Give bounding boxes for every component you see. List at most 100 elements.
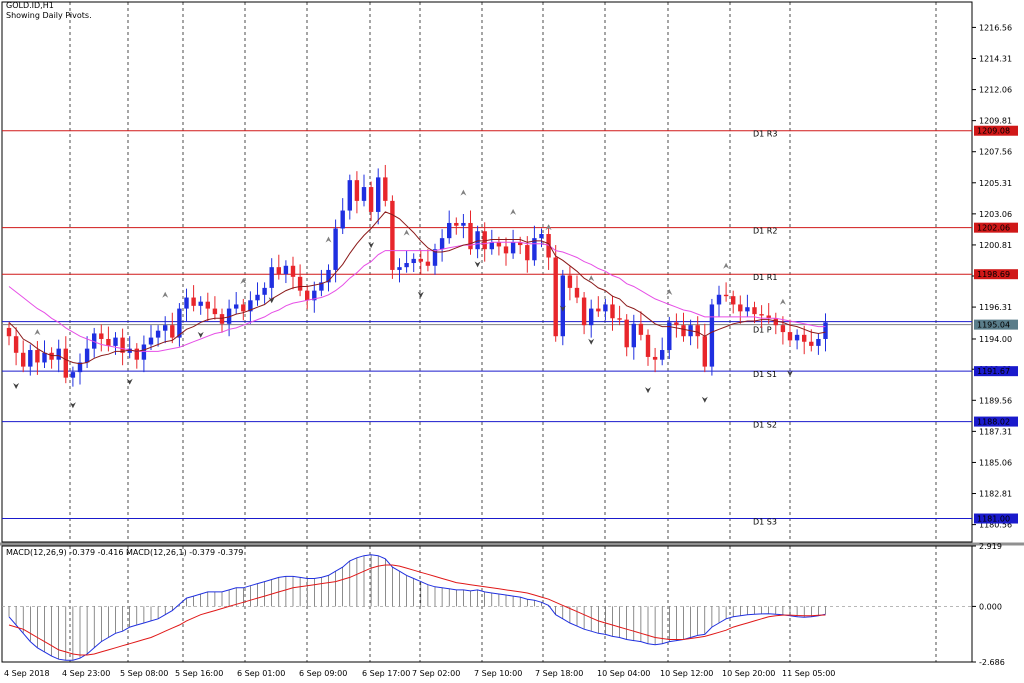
candle-body xyxy=(368,187,374,212)
candle-body xyxy=(617,318,622,320)
price-tick-label: 1189.56 xyxy=(979,396,1012,405)
candle-body xyxy=(532,238,537,261)
pivot-name-label: D1 R3 xyxy=(753,130,777,139)
price-tick-label: 1196.31 xyxy=(979,303,1012,312)
fractal-down-arrow xyxy=(701,396,708,403)
candle-body xyxy=(13,336,19,353)
candle-body xyxy=(482,231,487,250)
candle-body xyxy=(305,290,310,301)
fractal-up-arrow xyxy=(779,298,786,305)
candle-body xyxy=(702,336,707,367)
candle-body xyxy=(681,325,686,337)
candle-body xyxy=(468,222,473,250)
candle-body xyxy=(269,267,274,288)
candle-body xyxy=(766,315,771,319)
fractal-down-arrow xyxy=(13,382,20,389)
candle-body xyxy=(631,323,636,348)
candle-body xyxy=(475,231,480,250)
fractal-up-arrow xyxy=(240,277,247,284)
candle-body xyxy=(624,319,629,348)
candle-body xyxy=(489,242,494,250)
candle-body xyxy=(652,356,658,360)
candle-body xyxy=(638,323,644,335)
candle-body xyxy=(226,308,232,324)
candle-body xyxy=(361,187,367,201)
pivot-name-label: D1 S2 xyxy=(753,421,777,430)
candle-body xyxy=(752,307,757,315)
candle-body xyxy=(603,304,608,312)
fractal-down-arrow xyxy=(645,387,651,394)
price-tick-label: 1209.81 xyxy=(979,117,1012,126)
candle-body xyxy=(425,261,431,266)
time-axis-label: 6 Sep 01:00 xyxy=(237,669,285,678)
candle-body xyxy=(809,341,814,346)
pivot-price-label: 1188.02 xyxy=(977,418,1010,427)
price-tick-label: 1187.31 xyxy=(979,427,1012,436)
time-axis-label: 6 Sep 09:00 xyxy=(299,669,347,678)
price-tick-label: 1212.06 xyxy=(979,86,1012,95)
time-axis-label: 10 Sep 12:00 xyxy=(660,669,713,678)
candle-body xyxy=(780,325,786,333)
fractal-down-arrow xyxy=(559,305,566,312)
pivot-name-label: D1 R2 xyxy=(753,227,777,236)
candle-body xyxy=(454,222,459,226)
pivot-name-label: D1 R1 xyxy=(753,273,777,282)
candle-body xyxy=(461,222,466,226)
pivot-price-tag xyxy=(974,269,1018,280)
candle-body xyxy=(738,304,743,312)
macd-signal-line xyxy=(8,564,826,656)
candle-body xyxy=(610,304,615,319)
pivot-price-tag xyxy=(974,416,1018,427)
candle-body xyxy=(234,304,239,309)
candle-body xyxy=(447,222,452,239)
candle-body xyxy=(546,234,551,258)
candle-body xyxy=(191,297,196,306)
candle-body xyxy=(148,337,154,345)
price-tick-label: 1205.31 xyxy=(979,179,1012,188)
fractal-up-arrow xyxy=(666,289,673,296)
main-panel-frame xyxy=(1,1,973,543)
pivot-name-label: D1 S1 xyxy=(753,370,777,379)
time-axis-label: 4 Sep 23:00 xyxy=(62,669,110,678)
candle-body xyxy=(262,287,267,295)
candle-body xyxy=(404,263,409,268)
fractal-down-arrow xyxy=(368,242,375,249)
candle-body xyxy=(709,304,715,367)
fractal-down-arrow xyxy=(69,402,76,409)
candle-body xyxy=(177,308,182,338)
candle-body xyxy=(432,249,438,266)
candle-body xyxy=(376,177,381,212)
macd-tick-label: -2.686 xyxy=(979,658,1005,667)
price-tick-label: 1207.56 xyxy=(979,148,1012,157)
candle-body xyxy=(56,348,61,360)
candle-body xyxy=(42,352,47,363)
candle-body xyxy=(418,258,423,262)
candle-body xyxy=(397,267,402,270)
candle-body xyxy=(716,294,722,305)
candle-body xyxy=(49,352,54,360)
candle-body xyxy=(28,350,33,367)
macd-tick-label: 2.919 xyxy=(979,542,1002,551)
candle-body xyxy=(212,308,218,315)
pivot-price-label: 1181.00 xyxy=(977,515,1010,524)
time-axis-label: 4 Sep 2018 xyxy=(4,669,50,678)
candle-body xyxy=(667,322,672,351)
time-axis-label: 7 Sep 18:00 xyxy=(535,669,583,678)
candle-body xyxy=(205,301,210,309)
time-axis-label: 10 Sep 20:00 xyxy=(722,669,775,678)
candle-body xyxy=(574,287,580,298)
candle-body xyxy=(163,325,168,331)
time-axis-label: 7 Sep 10:00 xyxy=(474,669,522,678)
fractal-down-arrow xyxy=(417,291,424,298)
candle-body xyxy=(518,242,523,246)
symbol-label: GOLD.ID,H1 xyxy=(6,1,54,10)
candle-body xyxy=(567,275,573,288)
price-tick-label: 1185.06 xyxy=(979,458,1012,467)
fractal-down-arrow xyxy=(588,338,595,345)
candle-body xyxy=(439,238,445,250)
fractal-down-arrow xyxy=(126,378,133,385)
ma-fast-line xyxy=(8,211,826,365)
candle-body xyxy=(333,228,338,270)
